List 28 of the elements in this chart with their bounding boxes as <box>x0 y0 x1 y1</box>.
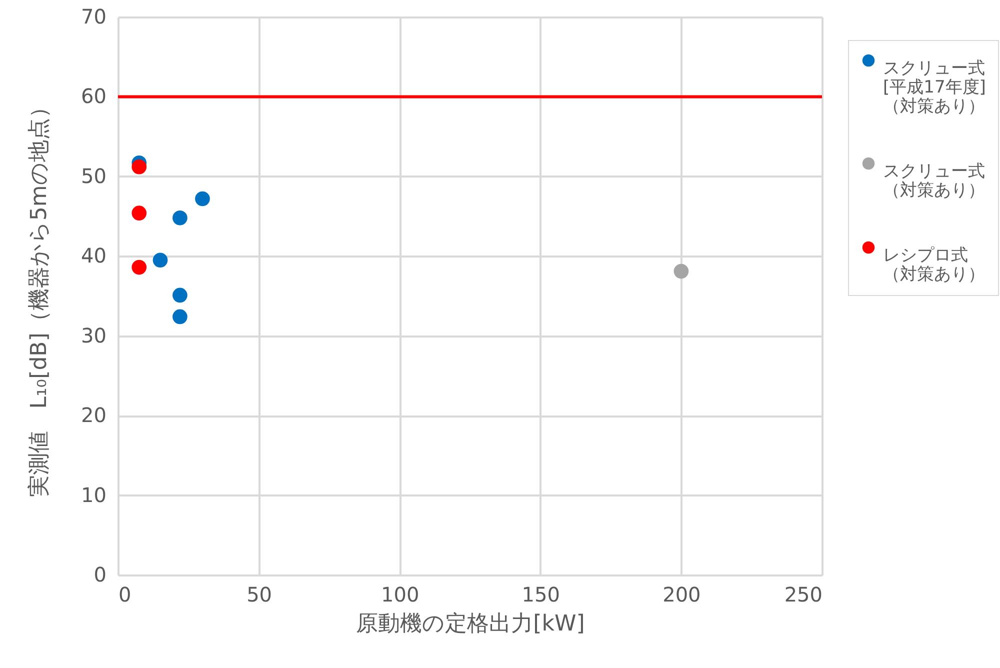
point <box>172 210 188 226</box>
legend-label: スクリュー式[平成17年度]（対策あり） <box>883 58 986 116</box>
legend-label: スクリュー式（対策あり） <box>883 162 985 200</box>
y-tick-label: 10 <box>81 482 106 507</box>
point <box>152 252 168 268</box>
x-tick-label: 0 <box>118 582 132 606</box>
y-tick-label: 40 <box>81 244 106 268</box>
x-tick-label: 100 <box>381 582 420 606</box>
y-tick-label: 50 <box>81 164 106 188</box>
y-axis-title: 実測値 L₁₀[dB]（機器から5mの地点） <box>27 96 52 497</box>
point <box>132 159 147 174</box>
y-tick-label: 0 <box>94 562 106 586</box>
point <box>195 191 210 206</box>
point <box>172 288 188 303</box>
point <box>132 260 147 275</box>
x-axis-title: 原動機の定格出力[kW] <box>356 612 585 636</box>
y-tick-label: 30 <box>81 323 106 348</box>
y-tick-label: 60 <box>81 84 106 108</box>
x-tick-label: 150 <box>522 582 560 606</box>
x-tick-label: 50 <box>246 582 272 606</box>
point <box>172 309 188 324</box>
point <box>132 206 147 220</box>
point <box>674 264 689 279</box>
x-tick-label: 250 <box>784 582 822 606</box>
y-tick-label: 20 <box>81 403 106 428</box>
legend-label: レシプロ式（対策あり） <box>883 246 985 284</box>
y-tick-label: 70 <box>81 4 106 28</box>
x-tick-label: 200 <box>662 582 701 606</box>
